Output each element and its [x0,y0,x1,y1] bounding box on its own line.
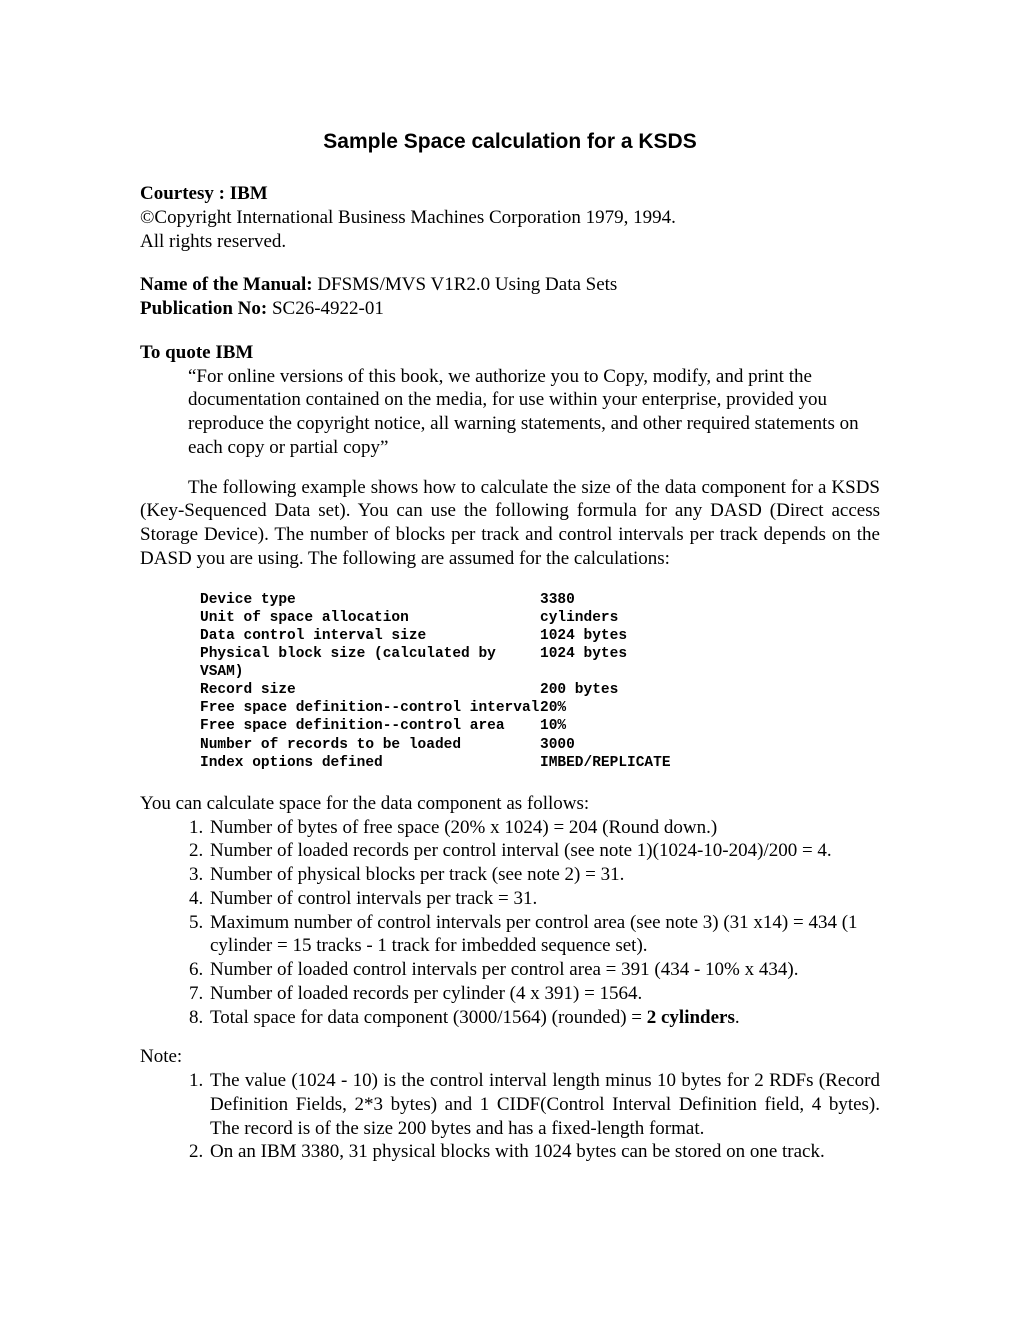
spec-value: 10% [540,717,566,735]
calc-item8-bold: 2 cylinders [647,1007,735,1028]
calc-item8-prefix: Total space for data component (3000/156… [210,1007,647,1028]
spec-row: Free space definition--control area10% [200,717,880,735]
intro-paragraph: The following example shows how to calcu… [140,476,880,571]
spec-row: Physical block size (calculated by VSAM)… [200,645,880,681]
spec-row: Number of records to be loaded3000 [200,736,880,754]
spec-row: Unit of space allocationcylinders [200,609,880,627]
spec-value: 1024 bytes [540,645,627,681]
notes-list: The value (1024 - 10) is the control int… [140,1069,880,1164]
calc-item: Number of control intervals per track = … [208,887,880,911]
spec-value: cylinders [540,609,618,627]
note-item: The value (1024 - 10) is the control int… [208,1069,880,1140]
spec-value: 1024 bytes [540,627,627,645]
calc-item: Number of loaded records per cylinder (4… [208,982,880,1006]
calc-item: Number of loaded records per control int… [208,839,880,863]
spec-row: Index options definedIMBED/REPLICATE [200,754,880,772]
spec-value: 3380 [540,591,575,609]
note-heading: Note: [140,1045,880,1069]
quote-text: “For online versions of this book, we au… [188,365,880,460]
calc-item: Number of physical blocks per track (see… [208,863,880,887]
spec-value: 200 bytes [540,681,618,699]
spec-row: Data control interval size1024 bytes [200,627,880,645]
spec-row: Record size200 bytes [200,681,880,699]
calc-item8-suffix: . [735,1007,740,1028]
spec-label: Unit of space allocation [200,609,540,627]
quote-heading: To quote IBM [140,341,880,365]
spec-value: 20% [540,699,566,717]
publication-line: Publication No: SC26-4922-01 [140,297,880,321]
calc-item-8: Total space for data component (3000/156… [208,1006,880,1030]
publication-label: Publication No: [140,298,272,319]
note-item: On an IBM 3380, 31 physical blocks with … [208,1140,880,1164]
manual-value: DFSMS/MVS V1R2.0 Using Data Sets [317,274,617,295]
calc-intro: You can calculate space for the data com… [140,792,880,816]
document-title: Sample Space calculation for a KSDS [140,130,880,154]
spec-label: Number of records to be loaded [200,736,540,754]
calc-item: Number of loaded control intervals per c… [208,958,880,982]
copyright-line-1: ©Copyright International Business Machin… [140,206,880,230]
spec-label: Data control interval size [200,627,540,645]
spec-label: Free space definition--control interval [200,699,540,717]
spec-value: 3000 [540,736,575,754]
spec-label: Physical block size (calculated by VSAM) [200,645,540,681]
spec-row: Free space definition--control interval2… [200,699,880,717]
page: Sample Space calculation for a KSDS Cour… [0,0,1020,1320]
publication-value: SC26-4922-01 [272,298,384,319]
spec-label: Device type [200,591,540,609]
spec-row: Device type3380 [200,591,880,609]
spec-table: Device type3380 Unit of space allocation… [200,591,880,772]
manual-label: Name of the Manual: [140,274,317,295]
spec-label: Free space definition--control area [200,717,540,735]
calc-item: Maximum number of control intervals per … [208,911,880,959]
manual-line: Name of the Manual: DFSMS/MVS V1R2.0 Usi… [140,273,880,297]
courtesy-label: Courtesy : IBM [140,182,880,206]
copyright-line-2: All rights reserved. [140,230,880,254]
spec-label: Record size [200,681,540,699]
calc-item: Number of bytes of free space (20% x 102… [208,816,880,840]
spec-value: IMBED/REPLICATE [540,754,671,772]
calc-list: Number of bytes of free space (20% x 102… [140,816,880,1030]
spec-label: Index options defined [200,754,540,772]
